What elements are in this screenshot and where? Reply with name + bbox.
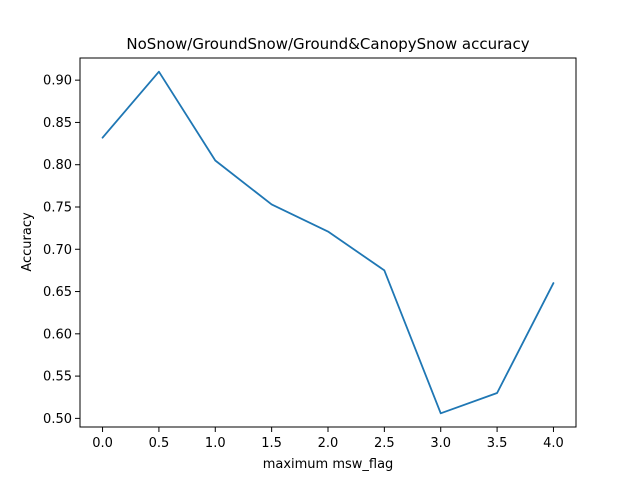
y-axis-ticks: 0.50 0.55 0.60 0.65 0.70 0.75 0.80 0.85 0.90 bbox=[43, 74, 80, 427]
y-tick-label: 0.60 bbox=[43, 327, 72, 342]
y-tick-label: 0.55 bbox=[43, 370, 72, 385]
x-tick-label: 0.5 bbox=[149, 436, 170, 451]
x-tick-label: 1.5 bbox=[261, 436, 282, 451]
x-axis-label: maximum msw_flag bbox=[263, 457, 394, 472]
chart-title: NoSnow/GroundSnow/Ground&CanopySnow accu… bbox=[126, 35, 529, 53]
accuracy-series-line bbox=[101, 70, 555, 415]
y-axis-label: Accuracy bbox=[20, 212, 35, 272]
x-tick-label: 0.0 bbox=[92, 436, 113, 451]
plot-area bbox=[80, 58, 576, 427]
y-tick-label: 0.90 bbox=[43, 74, 72, 89]
x-tick-label: 4.0 bbox=[543, 436, 564, 451]
x-axis-ticks: 0.0 0.5 1.0 1.5 2.0 2.5 3.0 3.5 4.0 bbox=[92, 427, 564, 451]
x-tick-label: 2.0 bbox=[318, 436, 339, 451]
x-tick-label: 3.5 bbox=[487, 436, 508, 451]
y-tick-label: 0.75 bbox=[43, 200, 72, 215]
x-tick-label: 2.5 bbox=[374, 436, 395, 451]
plot-frame bbox=[79, 57, 577, 428]
y-tick-label: 0.65 bbox=[43, 285, 72, 300]
y-tick-label: 0.80 bbox=[43, 158, 72, 173]
y-tick-label: 0.85 bbox=[43, 116, 72, 131]
x-tick-label: 1.0 bbox=[205, 436, 226, 451]
y-tick-label: 0.50 bbox=[43, 412, 72, 427]
y-tick-label: 0.70 bbox=[43, 243, 72, 258]
x-tick-label: 3.0 bbox=[430, 436, 451, 451]
